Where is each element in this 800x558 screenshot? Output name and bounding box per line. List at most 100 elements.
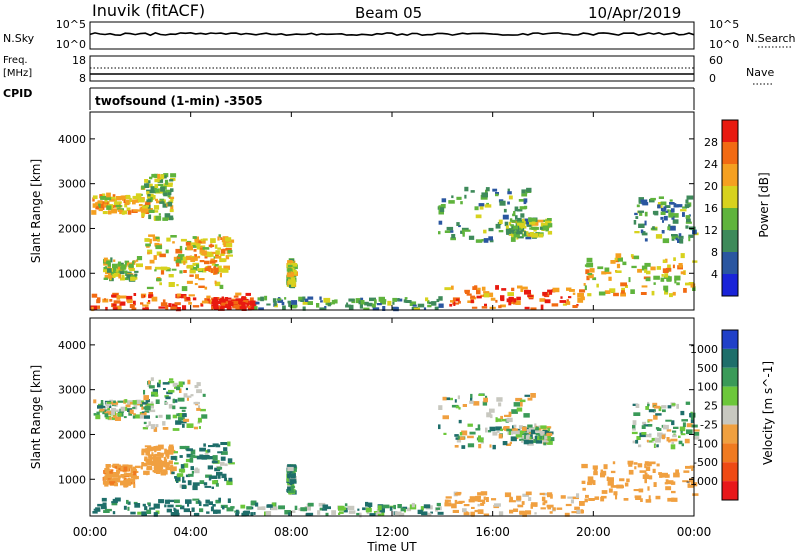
heatmap-cell-power-9-27 (511, 224, 514, 229)
heatmap-cell-vel-4-19 (220, 451, 228, 455)
heatmap-cell-power-4-50 (208, 244, 215, 247)
heatmap-cell-vel-5-52 (198, 500, 201, 504)
heatmap-cell-vel-2-17 (135, 465, 141, 469)
heatmap-cell-vel-1-82 (172, 428, 180, 431)
heatmap-cell-power-0-76 (145, 202, 151, 208)
heatmap-cell-power-10-34 (579, 289, 586, 293)
heatmap-cell-vel-1-73 (144, 405, 151, 411)
heatmap-cell-vel-11-42 (653, 443, 656, 448)
heatmap-cell-power-2-75 (120, 264, 127, 269)
heatmap-cell-power-1-45 (162, 175, 167, 179)
heatmap-cell-power-8-12 (456, 196, 462, 200)
heatmap-cell-power-4-75 (222, 248, 225, 252)
heatmap-cell-power-10-63 (544, 299, 551, 304)
heatmap-cell-vel-9-4 (480, 502, 485, 506)
heatmap-cell-power-5-63 (225, 297, 232, 300)
heatmap-cell-power-12-61 (639, 212, 643, 216)
heatmap-cell-power-2-68 (130, 276, 136, 281)
heatmap-cell-power-5-29 (175, 307, 181, 312)
heatmap-cell-vel-11-31 (636, 436, 641, 440)
heatmap-cell-vel-0-48 (144, 410, 150, 413)
heatmap-cell-power-1-50 (142, 205, 148, 210)
heatmap-cell-vel-5-44 (192, 498, 200, 501)
heatmap-cell-vel-3-74 (141, 462, 145, 466)
heatmap-cell-vel-3-82 (151, 452, 154, 457)
heatmap-cell-vel-12-56 (423, 504, 431, 509)
heatmap-cell-vel-11-25 (646, 439, 649, 443)
heatmap-cell-vel-2-61 (116, 469, 121, 474)
heatmap-cell-vel-7-88 (467, 435, 474, 439)
heatmap-cell-power-4-46 (221, 268, 229, 273)
heatmap-cell-vel-9-21 (454, 499, 458, 504)
heatmap-cell-power-3-20 (214, 264, 219, 267)
heatmap-cell-vel-2-2 (102, 480, 109, 485)
heatmap-cell-vel-1-27 (151, 393, 156, 397)
heatmap-cell-power-12-86 (661, 230, 665, 234)
heatmap-cell-vel-7-77 (451, 404, 459, 408)
heatmap-cell-vel-8-52 (542, 430, 550, 435)
heatmap-cell-power-11-2 (596, 283, 599, 288)
heatmap-cell-power-12-59 (671, 234, 678, 237)
heatmap-cell-vel-9-70 (525, 491, 532, 496)
heatmap-cell-vel-5-26 (137, 511, 142, 515)
heatmap-cell-power-1-88 (167, 195, 171, 198)
freq-label-2: [MHz] (3, 68, 32, 79)
heatmap-cell-vel-4-15 (199, 447, 206, 452)
heatmap-cell-vel-12-40 (427, 512, 432, 516)
heatmap-cell-vel-10-30 (606, 476, 609, 481)
heatmap-cell-power-4-8 (219, 258, 227, 262)
heatmap-cell-power-6-76 (231, 300, 239, 305)
heatmap-cell-power-12-73 (668, 225, 676, 231)
heatmap-cell-vel-4-67 (180, 464, 185, 469)
heatmap-cell-power-3-66 (171, 268, 177, 271)
heatmap-cell-power-3-19 (159, 253, 166, 258)
heatmap-cell-vel-12-37 (365, 501, 369, 507)
heatmap-cell-vel-1-64 (182, 413, 187, 418)
heatmap-cell-power-12-89 (641, 232, 648, 236)
heatmap-cell-power-12-60 (675, 237, 678, 241)
heatmap-cell-vel-7-21 (438, 405, 443, 410)
heatmap-cell-vel-12-84 (369, 513, 376, 516)
heatmap-cell-vel-1-61 (168, 404, 173, 409)
heatmap-cell-power-4-48 (192, 244, 197, 248)
heatmap-cell-power-11-8 (637, 268, 642, 273)
heatmap-cell-power-12-68 (671, 216, 675, 220)
heatmap-cell-vel-5-79 (216, 509, 221, 514)
heatmap-cell-vel-3-89 (162, 470, 168, 475)
heatmap-cell-vel-4-78 (178, 468, 186, 473)
heatmap-cell-power-11-60 (667, 264, 671, 270)
heatmap-cell-vel-11-5 (647, 401, 650, 405)
heatmap-cell-power-8-88 (507, 191, 512, 195)
heatmap-cell-vel-5-65 (147, 502, 151, 505)
heatmap-cell-power-12-45 (680, 209, 687, 212)
heatmap-cell-vel-7-66 (462, 404, 467, 407)
heatmap-cell-vel-9-67 (517, 504, 524, 508)
heatmap-cell-vel-2-86 (120, 466, 124, 471)
heatmap-cell-power-6-67 (221, 302, 228, 306)
heatmap-cell-power-3-67 (166, 237, 171, 242)
heatmap-cell-vel-11-65 (658, 406, 662, 412)
heatmap-cell-power-10-13 (552, 287, 560, 293)
heatmap-cell-power-3-2 (211, 251, 216, 254)
heatmap-cell-vel-11-75 (645, 434, 652, 438)
heatmap-cell-power-2-83 (132, 261, 135, 264)
heatmap-cell-power-5-62 (116, 295, 121, 300)
heatmap-cell-vel-11-87 (661, 434, 666, 440)
heatmap-cell-vel-9-86 (571, 511, 577, 514)
power-heatmap (90, 173, 699, 312)
heatmap-cell-power-2-86 (107, 268, 112, 273)
heatmap-cell-power-8-55 (485, 187, 490, 192)
heatmap-cell-vel-0-59 (109, 416, 112, 420)
heatmap-cell-vel-10-38 (642, 474, 650, 479)
power-colorbar-tick-6: 28 (704, 136, 718, 149)
heatmap-cell-power-3-77 (200, 245, 206, 248)
x-tick-label-0: 00:00 (73, 525, 108, 539)
heatmap-cell-power-1-27 (157, 178, 164, 183)
heatmap-cell-power-5-56 (104, 298, 106, 301)
heatmap-cell-power-10-65 (483, 291, 490, 294)
heatmap-cell-power-2-8 (103, 263, 110, 266)
heatmap-cell-vel-3-26 (157, 452, 161, 457)
heatmap-cell-vel-11-85 (632, 428, 636, 431)
heatmap-cell-vel-4-21 (220, 442, 228, 445)
heatmap-cell-power-9-84 (530, 218, 537, 222)
